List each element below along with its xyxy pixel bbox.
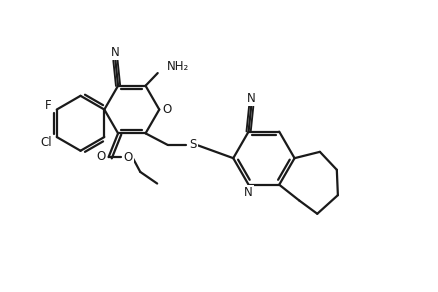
- Text: N: N: [111, 46, 120, 59]
- Text: NH₂: NH₂: [166, 60, 188, 73]
- Text: N: N: [244, 186, 252, 199]
- Text: O: O: [96, 150, 106, 163]
- Text: Cl: Cl: [40, 136, 52, 149]
- Text: N: N: [246, 92, 255, 105]
- Text: O: O: [162, 103, 171, 116]
- Text: O: O: [123, 151, 132, 164]
- Text: F: F: [44, 99, 51, 112]
- Text: S: S: [189, 138, 196, 152]
